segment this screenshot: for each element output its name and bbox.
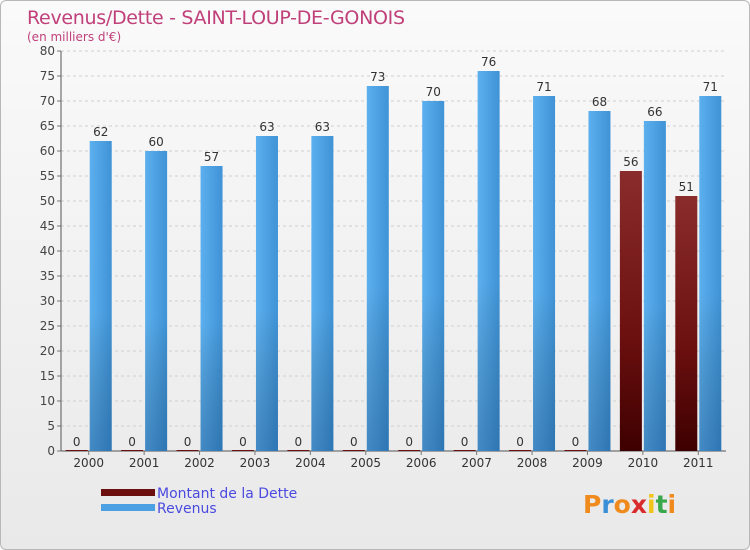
x-tick-label: 2008	[517, 456, 548, 470]
bar-dette	[509, 450, 532, 451]
x-tick-label: 2002	[184, 456, 215, 470]
bar-dette	[342, 450, 365, 451]
bar-revenus-shade	[200, 166, 223, 451]
bar-revenus-shade	[422, 101, 445, 451]
logo-letter: r	[601, 490, 614, 519]
y-tick-label: 5	[47, 419, 55, 433]
bar-dette	[398, 450, 421, 451]
bar-dette	[287, 450, 310, 451]
legend-swatch-dette	[101, 489, 155, 496]
bar-revenus-shade	[311, 136, 334, 451]
y-tick-label: 50	[40, 194, 55, 208]
chart-title: Revenus/Dette - SAINT-LOUP-DE-GONOIS	[27, 7, 405, 29]
data-label-dette: 0	[184, 435, 192, 449]
data-label-revenus: 71	[703, 80, 718, 94]
y-tick-label: 40	[40, 244, 55, 258]
data-label-dette: 51	[679, 180, 694, 194]
data-label-revenus: 63	[259, 120, 274, 134]
data-label-dette: 0	[295, 435, 303, 449]
data-label-revenus: 68	[592, 95, 607, 109]
bar-dette	[675, 196, 698, 451]
y-tick-label: 35	[40, 269, 55, 283]
x-tick-label: 2009	[572, 456, 603, 470]
data-label-revenus: 71	[536, 80, 551, 94]
x-tick-label: 2001	[129, 456, 160, 470]
data-label-revenus: 57	[204, 150, 219, 164]
bar-revenus-shade	[145, 151, 168, 451]
y-tick-label: 15	[40, 369, 55, 383]
x-tick-label: 2006	[406, 456, 437, 470]
bar-dette	[231, 450, 254, 451]
bar-dette	[176, 450, 199, 451]
legend-swatch-revenus	[101, 504, 155, 511]
bar-revenus-shade	[588, 111, 611, 451]
bar-revenus-shade	[699, 96, 722, 451]
logo-letter: t	[655, 490, 668, 519]
x-tick-label: 2003	[240, 456, 271, 470]
y-tick-label: 45	[40, 219, 55, 233]
data-label-revenus: 66	[647, 105, 662, 119]
y-tick-label: 30	[40, 294, 55, 308]
x-tick-label: 2000	[73, 456, 104, 470]
data-label-dette: 0	[350, 435, 358, 449]
x-tick-label: 2004	[295, 456, 326, 470]
bar-dette	[65, 450, 88, 451]
proxiti-logo: Proxiti	[583, 490, 676, 519]
y-tick-label: 25	[40, 319, 55, 333]
logo-letter: i	[667, 490, 677, 519]
bar-revenus-shade	[477, 71, 500, 451]
chart-subtitle: (en milliers d'€)	[27, 30, 122, 44]
y-tick-label: 65	[40, 119, 55, 133]
legend-label-dette: Montant de la Dette	[157, 486, 298, 502]
data-label-dette: 0	[128, 435, 136, 449]
bar-dette	[619, 171, 642, 451]
data-label-dette: 0	[516, 435, 524, 449]
x-tick-label: 2005	[351, 456, 382, 470]
bar-dette	[121, 450, 144, 451]
y-tick-label: 55	[40, 169, 55, 183]
x-tick-label: 2011	[683, 456, 714, 470]
data-label-revenus: 62	[93, 125, 108, 139]
y-tick-label: 0	[47, 444, 55, 458]
logo-letter: o	[613, 490, 631, 519]
logo-letter: i	[647, 490, 656, 519]
bar-revenus-shade	[643, 121, 666, 451]
y-tick-label: 10	[40, 394, 55, 408]
data-label-revenus: 60	[148, 135, 163, 149]
data-label-dette: 56	[623, 155, 638, 169]
bar-revenus-shade	[533, 96, 556, 451]
bar-dette	[564, 450, 587, 451]
data-label-dette: 0	[405, 435, 413, 449]
legend-label-revenus: Revenus	[157, 501, 217, 517]
logo-letter: P	[583, 490, 602, 519]
y-tick-label: 60	[40, 144, 55, 158]
data-label-dette: 0	[572, 435, 580, 449]
bar-revenus-shade	[366, 86, 389, 451]
logo-letter: x	[630, 490, 647, 519]
data-label-dette: 0	[239, 435, 247, 449]
data-label-revenus: 76	[481, 55, 496, 69]
x-tick-label: 2007	[461, 456, 492, 470]
data-label-revenus: 63	[315, 120, 330, 134]
bar-revenus-shade	[255, 136, 278, 451]
y-tick-label: 20	[40, 344, 55, 358]
y-tick-label: 75	[40, 69, 55, 83]
bar-revenus-shade	[89, 141, 112, 451]
data-label-revenus: 73	[370, 70, 385, 84]
data-label-dette: 0	[73, 435, 81, 449]
data-label-revenus: 70	[426, 85, 441, 99]
y-tick-label: 70	[40, 94, 55, 108]
y-tick-label: 80	[40, 44, 55, 58]
x-tick-label: 2010	[628, 456, 659, 470]
data-label-dette: 0	[461, 435, 469, 449]
bar-dette	[453, 450, 476, 451]
